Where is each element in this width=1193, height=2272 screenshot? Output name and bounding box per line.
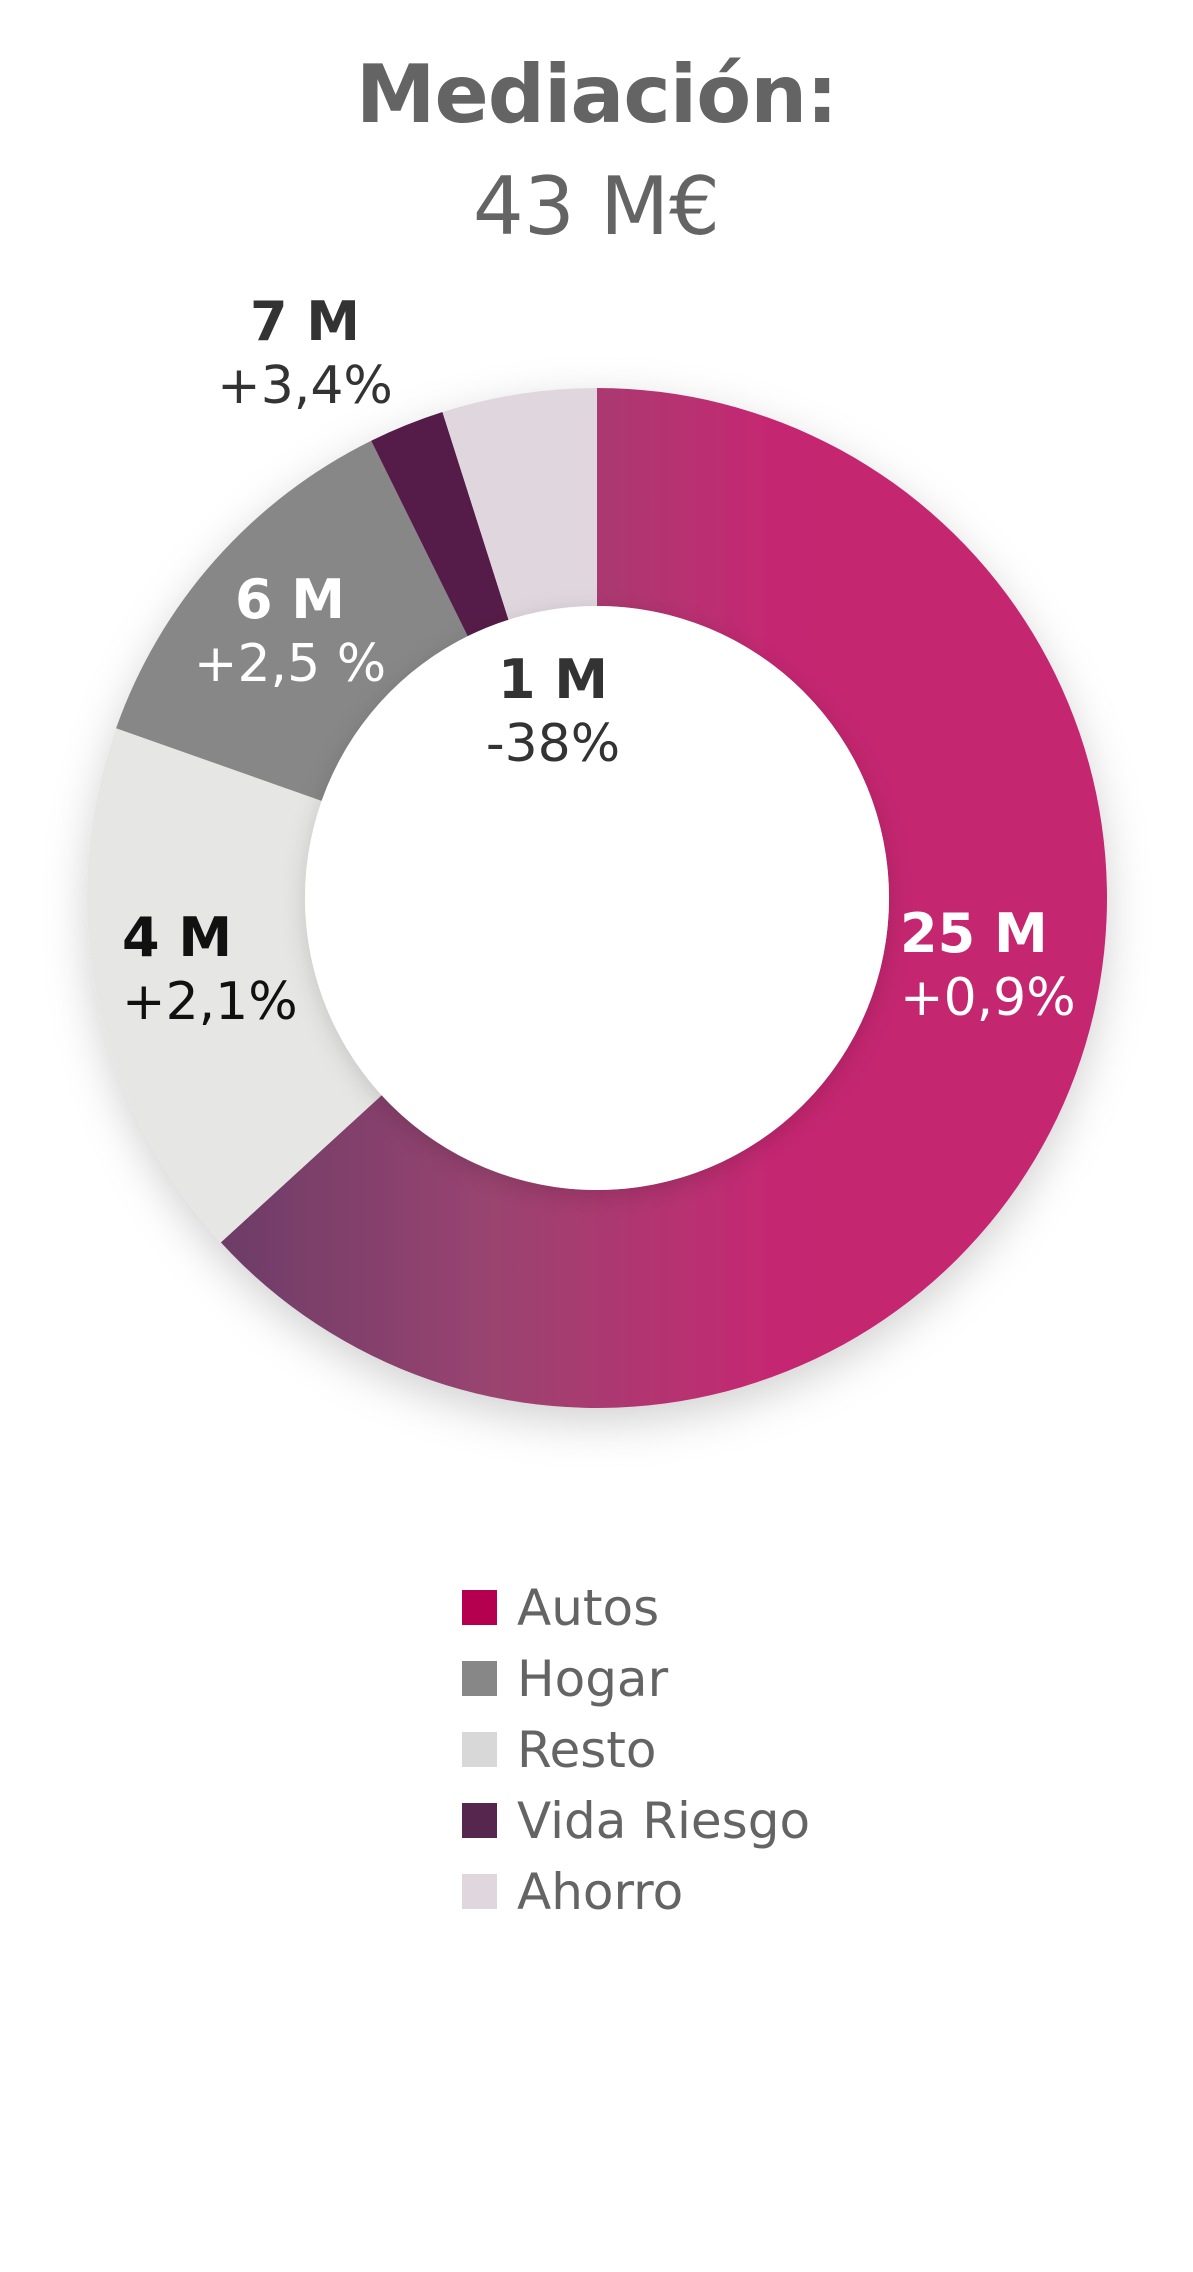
label-resto: 4 M +2,1%	[122, 906, 298, 1033]
change-label: +2,1%	[122, 971, 298, 1032]
change-label: +0,9%	[900, 967, 1076, 1028]
value-label: 7 M	[249, 290, 361, 353]
value-label: 25 M	[900, 902, 1048, 965]
label-vida-riesgo: 1 M -38%	[453, 648, 653, 775]
legend-swatch	[462, 1590, 497, 1625]
legend-swatch	[462, 1732, 497, 1767]
change-label: +3,4%	[217, 355, 393, 416]
legend-swatch	[462, 1874, 497, 1909]
legend-label: Ahorro	[517, 1862, 684, 1921]
chart-title: Mediación:	[355, 48, 838, 141]
legend-label: Resto	[517, 1720, 657, 1779]
label-ahorro: 7 M +3,4%	[205, 290, 405, 417]
change-label: -38%	[485, 713, 621, 774]
label-autos: 25 M +0,9%	[900, 902, 1076, 1029]
value-label: 6 M	[234, 568, 346, 631]
label-hogar: 6 M +2,5 %	[180, 568, 400, 695]
legend-label: Hogar	[517, 1649, 669, 1708]
value-label: 4 M	[122, 906, 233, 969]
slice-hogar	[116, 440, 468, 801]
legend-swatch	[462, 1803, 497, 1838]
legend-label: Autos	[517, 1578, 660, 1637]
legend-item-vida-riesgo: Vida Riesgo	[462, 1785, 810, 1856]
value-label: 1 M	[497, 648, 609, 711]
legend-item-ahorro: Ahorro	[462, 1856, 810, 1927]
chart-total: 43 M€	[472, 160, 721, 253]
donut-hole	[305, 606, 889, 1190]
legend-label: Vida Riesgo	[517, 1791, 811, 1850]
legend-item-hogar: Hogar	[462, 1643, 810, 1714]
slice-autos	[220, 388, 1108, 1408]
slice-resto	[87, 728, 382, 1243]
legend-item-resto: Resto	[462, 1714, 810, 1785]
legend: Autos Hogar Resto Vida Riesgo Ahorro	[462, 1572, 810, 1927]
donut-chart	[87, 388, 1108, 1408]
slice-vida-riesgo	[371, 411, 509, 637]
legend-item-autos: Autos	[462, 1572, 810, 1643]
change-label: +2,5 %	[193, 633, 387, 694]
slice-ahorro	[442, 388, 597, 620]
legend-swatch	[462, 1661, 497, 1696]
